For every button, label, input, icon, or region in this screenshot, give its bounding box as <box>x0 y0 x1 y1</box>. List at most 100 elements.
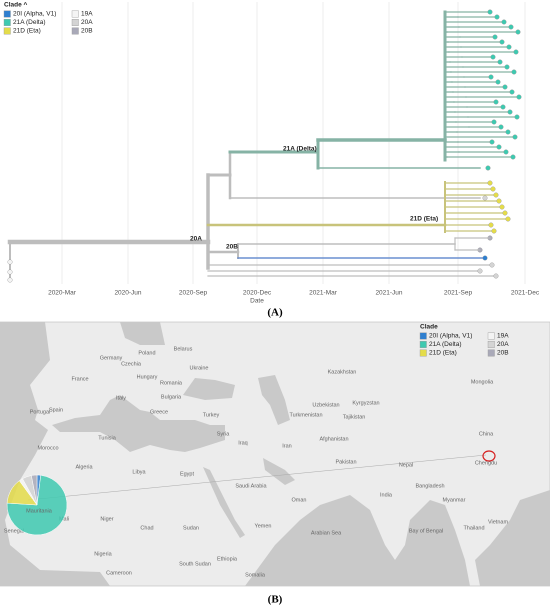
legend-label: 20I (Alpha, V1) <box>429 333 472 340</box>
legend-swatch <box>419 341 427 348</box>
tree-tip <box>499 39 505 45</box>
legend-swatch <box>3 19 11 26</box>
legend-swatch <box>487 341 495 348</box>
tree-tip <box>495 79 501 85</box>
x-tick-label: 2020-Mar <box>48 290 77 297</box>
legend-label: 21A (Delta) <box>13 19 46 26</box>
tree-tip <box>499 204 505 210</box>
tree-tip <box>496 198 502 204</box>
place-label: Hungary <box>137 374 158 380</box>
place-label: Thailand <box>463 525 484 531</box>
legend-label: 21D (Eta) <box>429 350 457 357</box>
place-label: Oman <box>292 497 307 503</box>
place-label: Belarus <box>174 346 193 352</box>
tree-tip <box>498 124 504 130</box>
tree-tip <box>497 59 503 65</box>
place-label: Morocco <box>37 445 58 451</box>
caption: (A) <box>267 307 283 319</box>
tree-tip <box>491 119 497 125</box>
place-label: Syria <box>217 431 230 437</box>
place-label: Egypt <box>180 471 195 477</box>
pie-label: Mauritania <box>26 508 53 514</box>
tree-tip <box>485 165 491 171</box>
tree-tip <box>515 29 521 35</box>
place-label: Saudi Arabia <box>235 483 267 489</box>
x-tick-label: 2020-Sep <box>179 290 208 297</box>
legend-swatch <box>487 332 495 340</box>
tree-tip <box>505 129 511 135</box>
tree-tip <box>487 180 493 186</box>
place-label: Spain <box>49 407 63 413</box>
place-label: Italy <box>116 395 126 401</box>
place-label: South Sudan <box>179 561 211 567</box>
place-label: Myanmar <box>443 497 466 503</box>
legend-label: 21D (Eta) <box>13 28 41 35</box>
x-axis-label: Date <box>250 298 264 305</box>
place-label: Bangladesh <box>415 483 444 489</box>
tree-tip <box>482 255 488 261</box>
legend-label: 20I (Alpha, V1) <box>13 11 56 18</box>
x-tick-label: 2021-Dec <box>511 290 540 297</box>
place-label: Iran <box>282 443 291 449</box>
place-label: Turkmenistan <box>289 412 322 418</box>
place-label: Libya <box>132 469 146 475</box>
pie-slice <box>31 474 38 506</box>
place-label: Czechia <box>121 361 142 367</box>
tree-tip <box>496 144 502 150</box>
tree-tip <box>516 94 522 100</box>
legend-swatch <box>71 19 79 26</box>
tree-tip <box>477 268 483 274</box>
x-tick-label: 2020-Dec <box>243 290 272 297</box>
legend-swatch <box>71 10 79 18</box>
place-label: India <box>380 492 393 498</box>
legend-title[interactable]: Clade ^ <box>4 1 28 9</box>
map-water <box>0 322 550 586</box>
tree-tip <box>510 154 516 160</box>
place-label: Romania <box>160 380 183 386</box>
place-label: Germany <box>100 355 123 361</box>
place-label: Iraq <box>238 440 247 446</box>
tree-tip <box>493 99 499 105</box>
tree-tip <box>514 114 520 120</box>
tree-tip <box>489 139 495 145</box>
x-tick-label: 2021-Jun <box>375 290 402 297</box>
place-label: Bulgaria <box>161 394 182 400</box>
place-label: Kazakhstan <box>328 369 357 375</box>
legend-swatch <box>71 27 79 35</box>
place-label: Pakistan <box>335 459 356 465</box>
place-label: Chad <box>140 525 153 531</box>
legend-swatch <box>419 332 427 340</box>
branch-label: 20A <box>190 236 202 243</box>
tree-tip <box>489 262 495 268</box>
tree-tip <box>513 49 519 55</box>
tree-tip <box>482 195 488 201</box>
tree-tip <box>506 44 512 50</box>
caption: (B) <box>268 594 283 606</box>
place-label: Portugal <box>30 409 51 415</box>
place-label: Ethiopia <box>217 556 238 562</box>
tree-tip <box>7 277 13 283</box>
x-tick-label: 2021-Sep <box>444 290 473 297</box>
tree-tip <box>507 109 513 115</box>
legend-title[interactable]: Clade <box>420 324 438 331</box>
tree-tip <box>491 228 497 234</box>
legend-label: 19A <box>81 11 93 18</box>
tree-tip <box>500 104 506 110</box>
place-label: Yemen <box>255 523 272 529</box>
tree-tip <box>488 74 494 80</box>
tree-tip <box>501 19 507 25</box>
tree-tip <box>493 192 499 198</box>
legend-label: 20A <box>497 341 509 348</box>
place-label: Arabian Sea <box>311 530 342 536</box>
legend-label: 20B <box>497 350 509 357</box>
place-label: Mali <box>59 516 69 522</box>
place-label: Poland <box>138 350 155 356</box>
tree-tip <box>502 210 508 216</box>
place-label: Bay of Bengal <box>409 528 443 534</box>
tree-tip <box>509 89 515 95</box>
legend-swatch <box>3 10 11 18</box>
place-label: Mongolia <box>471 379 494 385</box>
tree-tip <box>7 259 13 265</box>
legend-label: 20A <box>81 19 93 26</box>
tree-panel <box>0 0 550 300</box>
